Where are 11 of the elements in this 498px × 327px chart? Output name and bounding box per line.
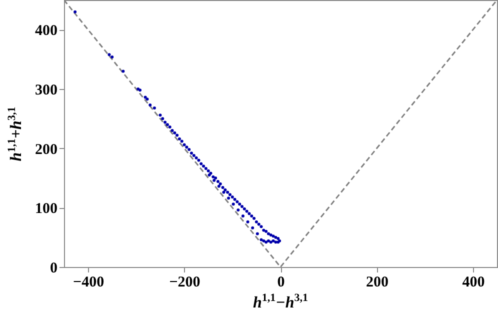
- y-tick-label: 200: [35, 142, 58, 158]
- x-tick-label: −400: [73, 274, 104, 290]
- x-tick-label: 400: [462, 274, 485, 290]
- x-tick-label: 200: [366, 274, 388, 290]
- y-tick-label: 400: [35, 23, 58, 40]
- y-tick-label: 100: [35, 201, 58, 218]
- y-tick-label: 0: [50, 260, 58, 276]
- x-tick-label: 0: [277, 274, 285, 290]
- x-tick-label: −200: [169, 274, 200, 290]
- y-tick-label: 300: [35, 82, 58, 98]
- x-axis-title: h$^{1,1}$−h$^{3,1}$: [253, 292, 308, 312]
